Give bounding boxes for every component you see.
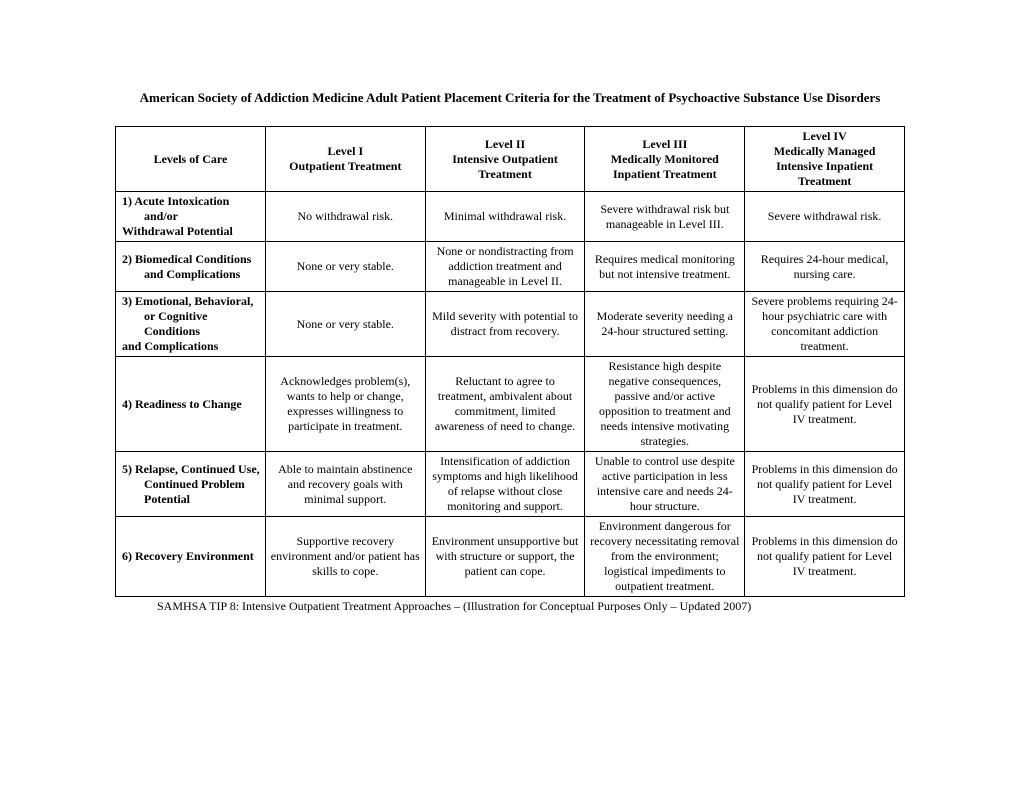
label-line: 2) Biomedical Conditions bbox=[122, 252, 251, 266]
cell: None or very stable. bbox=[265, 242, 425, 292]
header-level-3: Level III Medically Monitored Inpatient … bbox=[585, 127, 745, 192]
header-level-2: Level II Intensive Outpatient Treatment bbox=[425, 127, 585, 192]
row-label: 2) Biomedical Conditions and Complicatio… bbox=[116, 242, 266, 292]
row-label: 6) Recovery Environment bbox=[116, 517, 266, 597]
cell: Requires medical monitoring but not inte… bbox=[585, 242, 745, 292]
cell: Moderate severity needing a 24-hour stru… bbox=[585, 292, 745, 357]
cell: Problems in this dimension do not qualif… bbox=[745, 357, 905, 452]
header-label: Levels of Care bbox=[154, 152, 228, 166]
header-line: Level III bbox=[589, 137, 740, 152]
row-label: 3) Emotional, Behavioral, or Cognitive C… bbox=[116, 292, 266, 357]
document-title: American Society of Addiction Medicine A… bbox=[115, 90, 905, 106]
cell: Environment dangerous for recovery neces… bbox=[585, 517, 745, 597]
cell: No withdrawal risk. bbox=[265, 192, 425, 242]
label-line: Withdrawal Potential bbox=[122, 224, 233, 238]
document-page: American Society of Addiction Medicine A… bbox=[0, 0, 1020, 614]
cell: Reluctant to agree to treatment, ambival… bbox=[425, 357, 585, 452]
header-line: Intensive Outpatient Treatment bbox=[430, 152, 581, 182]
cell: Resistance high despite negative consequ… bbox=[585, 357, 745, 452]
row-label: 4) Readiness to Change bbox=[116, 357, 266, 452]
table-row: 2) Biomedical Conditions and Complicatio… bbox=[116, 242, 905, 292]
cell: Requires 24-hour medical, nursing care. bbox=[745, 242, 905, 292]
cell: Problems in this dimension do not qualif… bbox=[745, 517, 905, 597]
table-row: 3) Emotional, Behavioral, or Cognitive C… bbox=[116, 292, 905, 357]
label-line: and Complications bbox=[122, 339, 218, 353]
label-line: 3) Emotional, Behavioral, bbox=[122, 294, 253, 308]
header-line: Outpatient Treatment bbox=[270, 159, 421, 174]
cell: Problems in this dimension do not qualif… bbox=[745, 452, 905, 517]
table-row: 6) Recovery Environment Supportive recov… bbox=[116, 517, 905, 597]
header-level-4: Level IV Medically Managed Intensive Inp… bbox=[745, 127, 905, 192]
table-row: 4) Readiness to Change Acknowledges prob… bbox=[116, 357, 905, 452]
label-line: 1) Acute Intoxication bbox=[122, 194, 229, 208]
header-line: Level IV bbox=[749, 129, 900, 144]
label-line: and/or bbox=[122, 209, 261, 224]
table-header-row: Levels of Care Level I Outpatient Treatm… bbox=[116, 127, 905, 192]
cell: Severe withdrawal risk. bbox=[745, 192, 905, 242]
cell: Intensification of addiction symptoms an… bbox=[425, 452, 585, 517]
cell: Acknowledges problem(s), wants to help o… bbox=[265, 357, 425, 452]
label-line: or Cognitive Conditions bbox=[122, 309, 261, 339]
label-line: and Complications bbox=[122, 267, 261, 282]
row-label: 1) Acute Intoxication and/or Withdrawal … bbox=[116, 192, 266, 242]
cell: Supportive recovery environment and/or p… bbox=[265, 517, 425, 597]
label-line: Continued Problem bbox=[122, 477, 261, 492]
cell: Minimal withdrawal risk. bbox=[425, 192, 585, 242]
label-line: 5) Relapse, Continued Use, bbox=[122, 462, 260, 476]
header-line: Level I bbox=[270, 144, 421, 159]
cell: None or nondistracting from addiction tr… bbox=[425, 242, 585, 292]
cell: None or very stable. bbox=[265, 292, 425, 357]
footnote: SAMHSA TIP 8: Intensive Outpatient Treat… bbox=[115, 599, 905, 614]
criteria-table: Levels of Care Level I Outpatient Treatm… bbox=[115, 126, 905, 597]
row-label: 5) Relapse, Continued Use, Continued Pro… bbox=[116, 452, 266, 517]
header-line: Medically Monitored Inpatient Treatment bbox=[589, 152, 740, 182]
cell: Severe problems requiring 24-hour psychi… bbox=[745, 292, 905, 357]
header-levels-of-care: Levels of Care bbox=[116, 127, 266, 192]
cell: Able to maintain abstinence and recovery… bbox=[265, 452, 425, 517]
cell: Severe withdrawal risk but manageable in… bbox=[585, 192, 745, 242]
header-line: Medically Managed Intensive Inpatient Tr… bbox=[749, 144, 900, 189]
cell: Environment unsupportive but with struct… bbox=[425, 517, 585, 597]
label-line: 6) Recovery Environment bbox=[122, 549, 254, 563]
table-row: 5) Relapse, Continued Use, Continued Pro… bbox=[116, 452, 905, 517]
header-level-1: Level I Outpatient Treatment bbox=[265, 127, 425, 192]
header-line: Level II bbox=[430, 137, 581, 152]
label-line: Potential bbox=[122, 492, 261, 507]
table-row: 1) Acute Intoxication and/or Withdrawal … bbox=[116, 192, 905, 242]
label-line: 4) Readiness to Change bbox=[122, 397, 242, 411]
cell: Mild severity with potential to distract… bbox=[425, 292, 585, 357]
cell: Unable to control use despite active par… bbox=[585, 452, 745, 517]
